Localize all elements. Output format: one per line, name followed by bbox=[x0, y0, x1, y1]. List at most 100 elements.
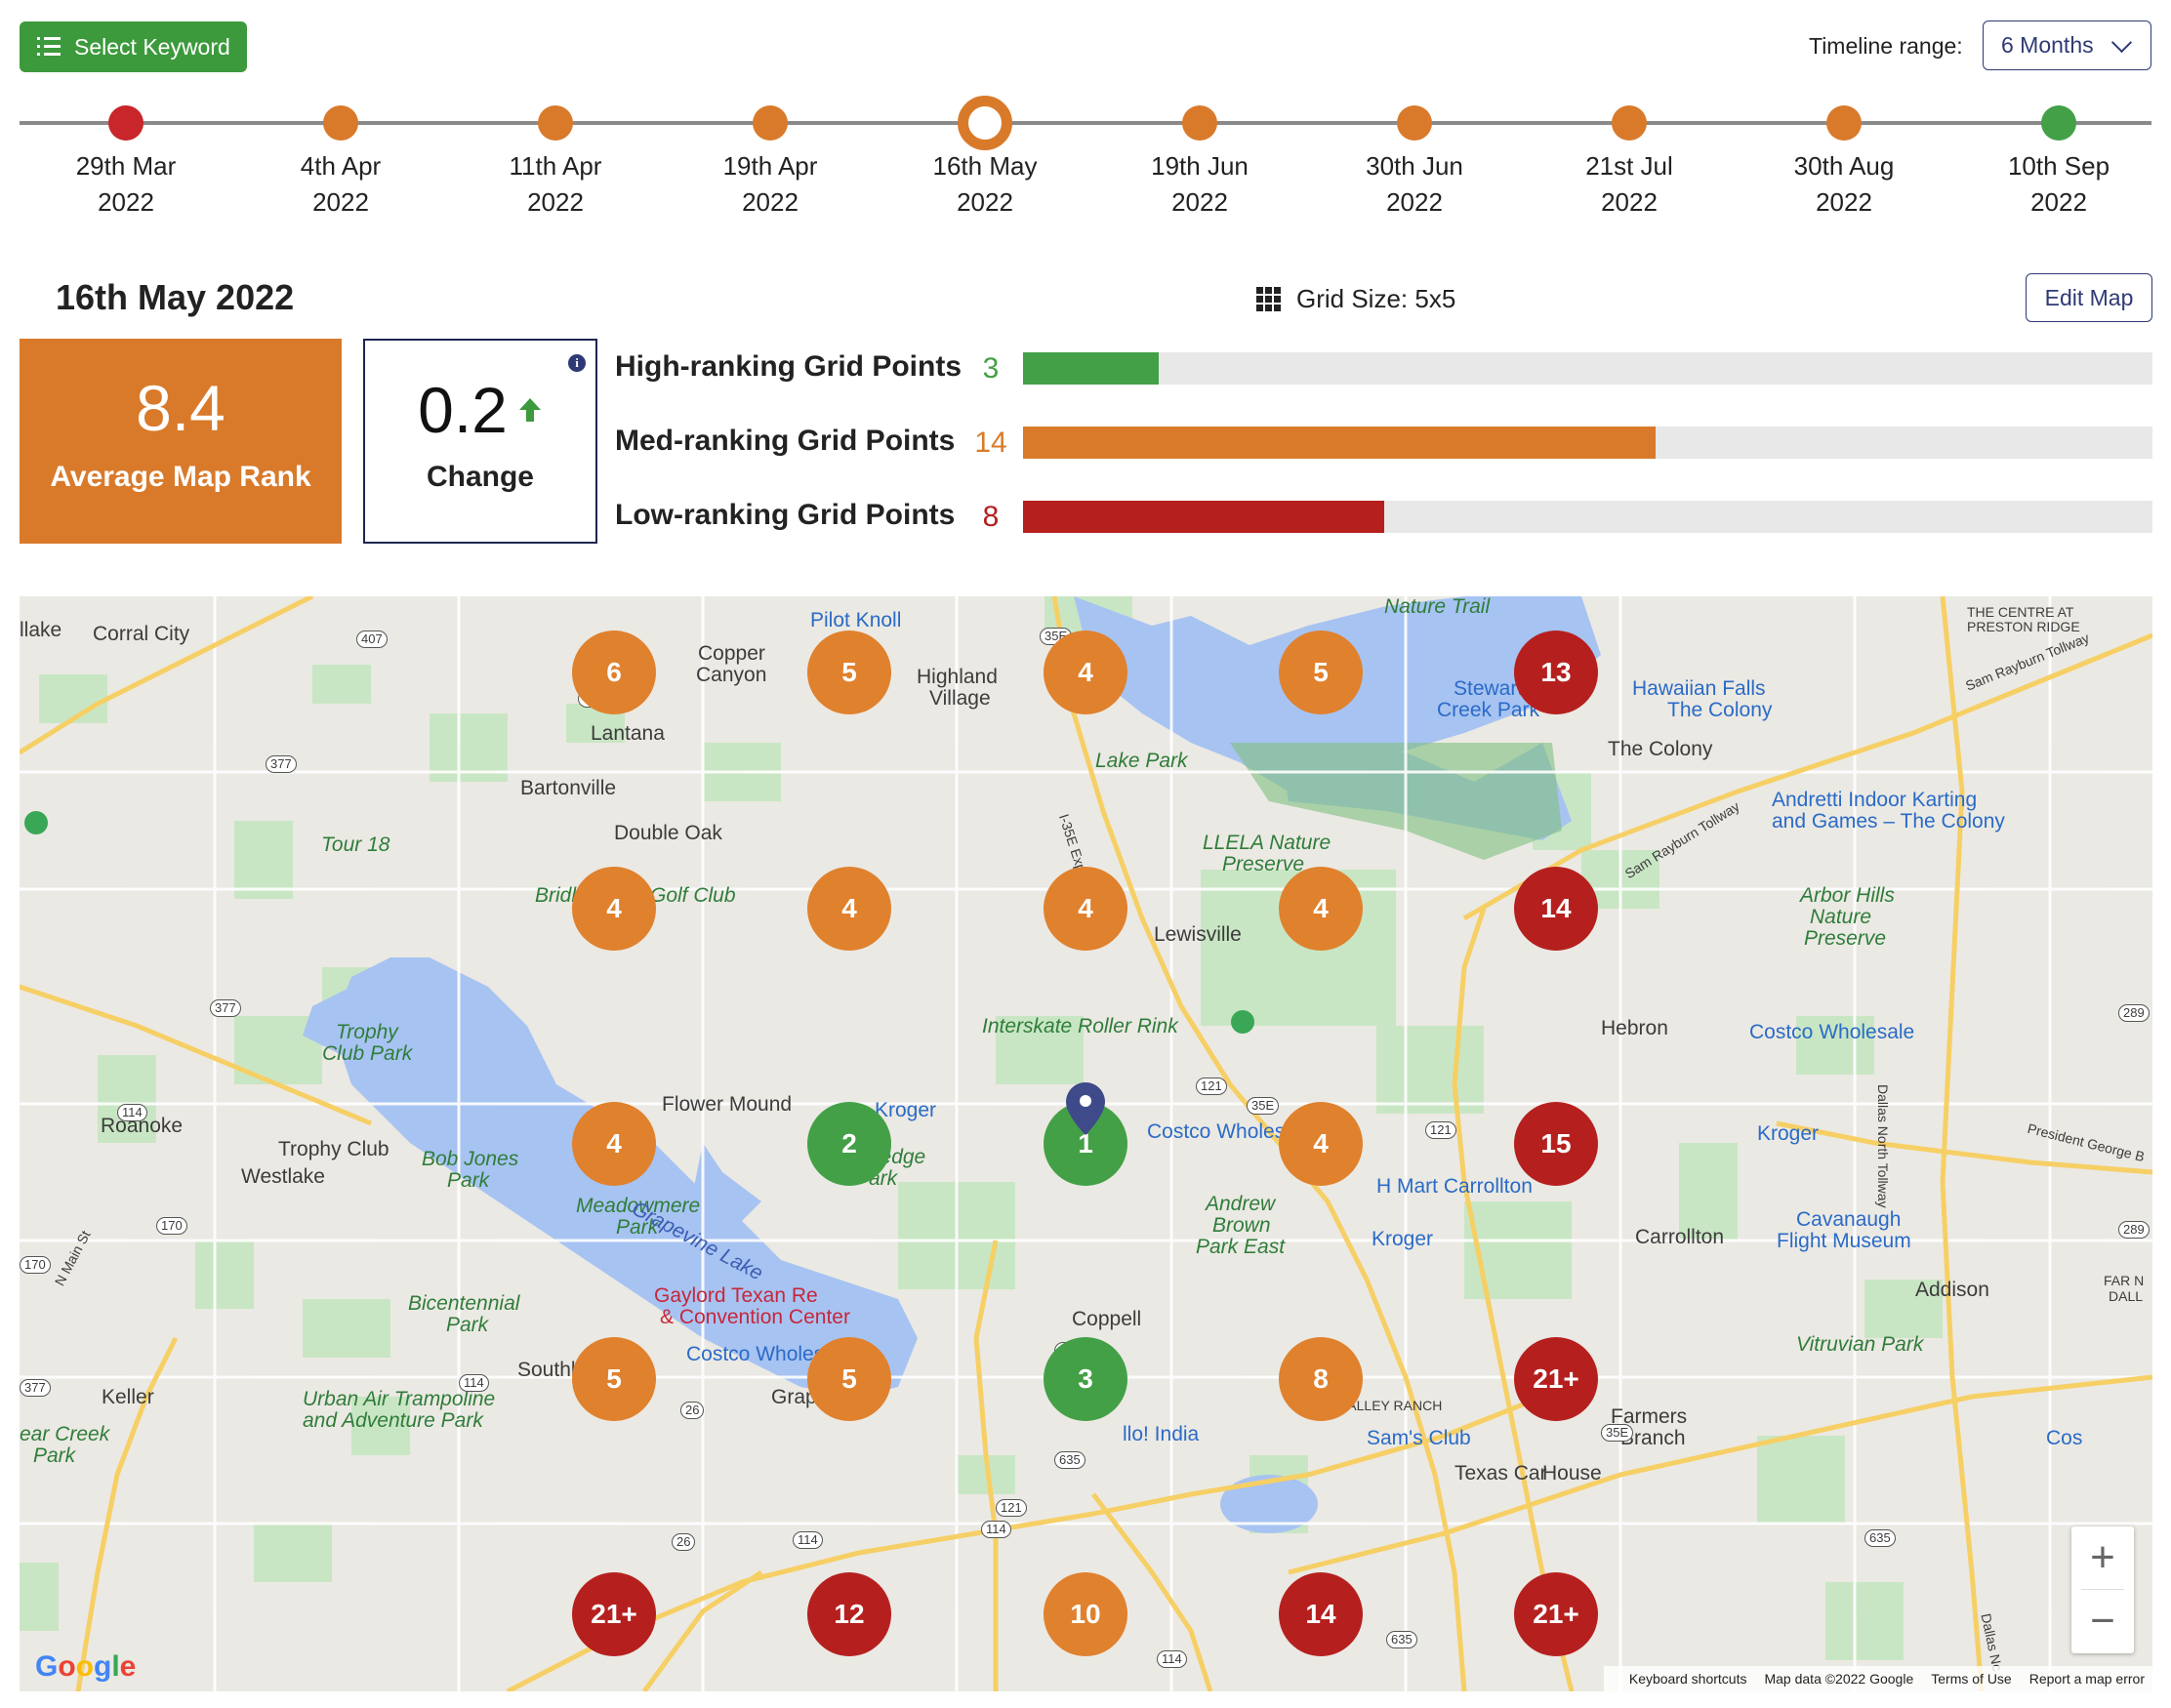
map-label: VALLEY RANCH bbox=[1339, 1398, 1443, 1413]
map[interactable]: llake Corral City Copper Canyon Pilot Knoll H… bbox=[20, 596, 2152, 1691]
timeline-day: 30th Aug bbox=[1793, 151, 1895, 181]
timeline-node[interactable] bbox=[108, 105, 143, 141]
timeline-day: 19th Jun bbox=[1151, 151, 1249, 181]
highway-shield: 377 bbox=[266, 755, 297, 773]
timeline-node[interactable] bbox=[1397, 105, 1432, 141]
highway-shield: 377 bbox=[210, 999, 241, 1017]
timeline-date-label[interactable]: 30th Jun 2022 bbox=[1341, 148, 1488, 221]
grid-point[interactable]: 5 bbox=[572, 1337, 656, 1421]
terms-of-use-link[interactable]: Terms of Use bbox=[1931, 1671, 2012, 1687]
timeline-date-label[interactable]: 19th Apr 2022 bbox=[697, 148, 843, 221]
timeline-day: 10th Sep bbox=[2007, 151, 2110, 181]
timeline-date-label[interactable]: 21st Jul 2022 bbox=[1556, 148, 1702, 221]
map-label: Cos bbox=[2046, 1427, 2083, 1449]
timeline-date-label[interactable]: 30th Aug 2022 bbox=[1771, 148, 1917, 221]
grid-point[interactable]: 8 bbox=[1279, 1337, 1363, 1421]
grid-point[interactable]: 10 bbox=[1044, 1572, 1127, 1656]
ranking-count: 14 bbox=[974, 427, 1007, 459]
map-label: Meadowmere bbox=[576, 1195, 701, 1217]
google-logo[interactable]: Google bbox=[35, 1650, 137, 1683]
map-label: Creek Park bbox=[1437, 699, 1540, 721]
edit-map-button[interactable]: Edit Map bbox=[2026, 273, 2152, 322]
timeline-node[interactable] bbox=[323, 105, 358, 141]
timeline-node[interactable] bbox=[753, 105, 788, 141]
timeline-date-label[interactable]: 19th Jun 2022 bbox=[1126, 148, 1273, 221]
map-label: Addison bbox=[1915, 1279, 1989, 1301]
timeline-node[interactable] bbox=[1182, 105, 1217, 141]
grid-point[interactable]: 21+ bbox=[572, 1572, 656, 1656]
grid-point[interactable]: 4 bbox=[1044, 630, 1127, 714]
report-map-error-link[interactable]: Report a map error bbox=[2028, 1671, 2145, 1687]
map-label: The Colony bbox=[1608, 738, 1713, 760]
map-label: House bbox=[1542, 1462, 1602, 1484]
grid-point[interactable]: 14 bbox=[1514, 867, 1598, 951]
change-value: 0.2 bbox=[418, 374, 508, 446]
timeline-node[interactable] bbox=[1826, 105, 1862, 141]
timeline-date-label[interactable]: 11th Apr 2022 bbox=[482, 148, 629, 221]
grid-point[interactable]: 4 bbox=[572, 867, 656, 951]
map-label: Bob Jones bbox=[422, 1148, 519, 1170]
timeline-node[interactable] bbox=[1612, 105, 1647, 141]
map-label: Lewisville bbox=[1154, 923, 1242, 946]
ranking-label: Med-ranking Grid Points bbox=[615, 425, 956, 457]
grid-point[interactable]: 21+ bbox=[1514, 1572, 1598, 1656]
grid-point[interactable]: 12 bbox=[807, 1572, 891, 1656]
grid-point[interactable]: 5 bbox=[807, 1337, 891, 1421]
grid-point[interactable]: 4 bbox=[807, 867, 891, 951]
ranking-label: Low-ranking Grid Points bbox=[615, 499, 956, 531]
map-label: Lantana bbox=[591, 722, 665, 745]
select-keyword-button[interactable]: Select Keyword bbox=[20, 21, 247, 72]
timeline-date-label[interactable]: 29th Mar 2022 bbox=[53, 148, 199, 221]
map-label: Copper bbox=[698, 642, 765, 665]
map-label: Costco Wholesale bbox=[1749, 1021, 1915, 1043]
grid-point[interactable]: 5 bbox=[1279, 630, 1363, 714]
map-label: Trophy bbox=[336, 1021, 398, 1043]
selected-date-title: 16th May 2022 bbox=[56, 277, 295, 317]
zoom-out-button[interactable]: − bbox=[2090, 1597, 2115, 1645]
timeline-year: 2022 bbox=[312, 187, 369, 217]
grid-point[interactable]: 5 bbox=[807, 630, 891, 714]
average-map-rank-value: 8.4 bbox=[136, 372, 225, 444]
map-label: THE CENTRE AT bbox=[1967, 604, 2074, 620]
map-label: Corral City bbox=[93, 623, 190, 645]
keyboard-shortcuts-link[interactable]: Keyboard shortcuts bbox=[1628, 1671, 1747, 1687]
grid-point[interactable]: 6 bbox=[572, 630, 656, 714]
grid-point[interactable]: 3 bbox=[1044, 1337, 1127, 1421]
zoom-in-button[interactable]: + bbox=[2090, 1533, 2115, 1581]
highway-shield: 170 bbox=[156, 1217, 187, 1235]
map-label: Hawaiian Falls bbox=[1632, 677, 1766, 700]
map-label: Double Oak bbox=[614, 822, 722, 844]
highway-shield: 121 bbox=[1196, 1078, 1227, 1095]
grid-point[interactable]: 14 bbox=[1279, 1572, 1363, 1656]
map-label: Costco Wholesale bbox=[1147, 1120, 1313, 1143]
timeline-year: 2022 bbox=[1386, 187, 1443, 217]
map-label: Flight Museum bbox=[1777, 1230, 1911, 1252]
timeline-year: 2022 bbox=[742, 187, 799, 217]
timeline-date-label[interactable]: 4th Apr 2022 bbox=[267, 148, 414, 221]
map-label: Park bbox=[447, 1169, 490, 1192]
grid-point[interactable]: 4 bbox=[572, 1102, 656, 1186]
timeline-range-select[interactable]: 6 Months bbox=[1983, 20, 2151, 70]
grid-point[interactable]: 4 bbox=[1279, 867, 1363, 951]
grid-point[interactable]: 4 bbox=[1044, 867, 1127, 951]
timeline-year: 2022 bbox=[527, 187, 584, 217]
grid-point[interactable]: 15 bbox=[1514, 1102, 1598, 1186]
highway-shield: 635 bbox=[1864, 1529, 1896, 1547]
grid-point[interactable]: 21+ bbox=[1514, 1337, 1598, 1421]
timeline-node[interactable] bbox=[538, 105, 573, 141]
highway-shield: 114 bbox=[117, 1104, 147, 1121]
map-label: Tour 18 bbox=[321, 834, 390, 856]
timeline-node[interactable] bbox=[958, 96, 1012, 150]
timeline-date-label[interactable]: 16th May 2022 bbox=[912, 148, 1058, 221]
timeline-year: 2022 bbox=[98, 187, 154, 217]
timeline-date-label[interactable]: 10th Sep 2022 bbox=[1986, 148, 2132, 221]
grid-point[interactable]: 13 bbox=[1514, 630, 1598, 714]
map-label: Carrollton bbox=[1635, 1226, 1725, 1248]
map-label: The Colony bbox=[1667, 699, 1773, 721]
grid-point[interactable]: 1 bbox=[1044, 1102, 1127, 1186]
timeline-node[interactable] bbox=[2041, 105, 2076, 141]
grid-point[interactable]: 2 bbox=[807, 1102, 891, 1186]
timeline-track bbox=[20, 121, 2151, 125]
info-icon[interactable]: i bbox=[568, 354, 586, 372]
grid-point[interactable]: 4 bbox=[1279, 1102, 1363, 1186]
